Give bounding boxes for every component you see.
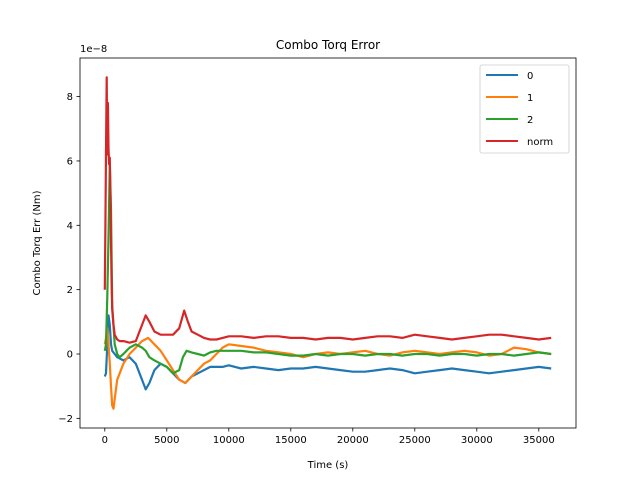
legend: 0 1 2 norm bbox=[479, 64, 570, 154]
x-tick-label: 35000 bbox=[523, 435, 555, 446]
y-tick-label: 8 bbox=[67, 92, 73, 103]
x-tick-label: 25000 bbox=[399, 435, 431, 446]
series-line-0 bbox=[103, 314, 552, 391]
y-axis-ticks: −2 0 2 4 6 8 bbox=[58, 92, 80, 425]
x-axis-ticks: 0 5000 10000 15000 20000 25000 30000 35000 bbox=[102, 428, 555, 446]
series-line-1 bbox=[103, 327, 552, 410]
y-tick-label: −2 bbox=[58, 414, 73, 425]
x-axis-label: Time (s) bbox=[307, 460, 349, 471]
x-tick-label: 30000 bbox=[461, 435, 493, 446]
legend-label-2: 2 bbox=[527, 115, 533, 126]
y-tick-label: 4 bbox=[67, 221, 73, 232]
x-tick-label: 10000 bbox=[213, 435, 245, 446]
plot-lines bbox=[103, 76, 552, 410]
y-tick-label: 2 bbox=[67, 285, 73, 296]
series-line-2 bbox=[103, 163, 552, 375]
series-line-norm bbox=[103, 76, 552, 344]
legend-label-norm: norm bbox=[527, 137, 553, 148]
y-tick-label: 0 bbox=[67, 350, 73, 361]
plot-frame bbox=[79, 57, 577, 429]
y-tick-label: 6 bbox=[67, 156, 73, 167]
x-tick-label: 20000 bbox=[337, 435, 369, 446]
x-tick-label: 15000 bbox=[275, 435, 307, 446]
legend-label-0: 0 bbox=[527, 71, 533, 82]
chart-title: Combo Torq Error bbox=[276, 38, 380, 52]
legend-box bbox=[479, 64, 570, 154]
legend-label-1: 1 bbox=[527, 93, 533, 104]
x-tick-label: 5000 bbox=[154, 435, 179, 446]
y-scale-offset-label: 1e−8 bbox=[80, 44, 107, 55]
x-tick-label: 0 bbox=[102, 435, 108, 446]
y-axis-label: Combo Torq Err (Nm) bbox=[32, 190, 43, 295]
